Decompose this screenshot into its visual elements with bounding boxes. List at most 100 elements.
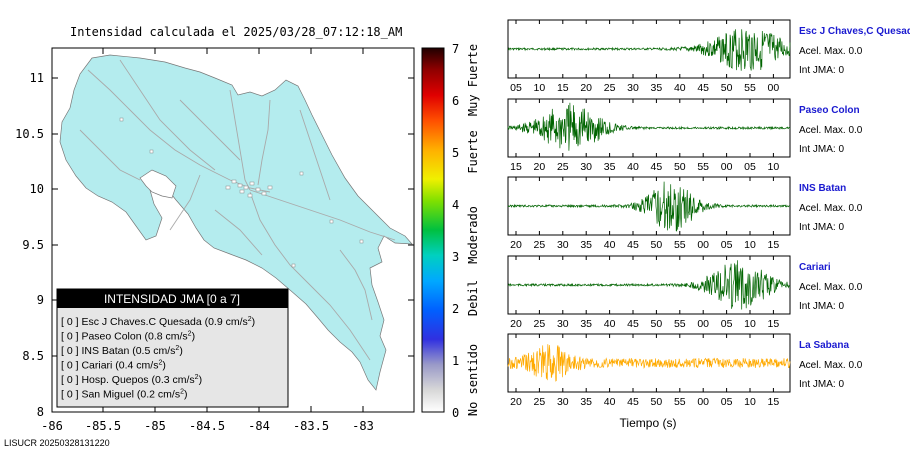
trace-tick-label: 45	[697, 82, 709, 94]
trace-tick-label: 40	[604, 396, 616, 408]
lat-tick: 10	[30, 182, 44, 196]
trace-tick-label: 15	[510, 161, 522, 173]
trace-tick-label: 55	[744, 82, 756, 94]
footer-code: LISUCR 20250328131220	[4, 438, 110, 448]
trace-tick-label: 45	[627, 396, 639, 408]
station-accel: (0.8 cm/s	[144, 331, 187, 343]
map-title: Intensidad calculada el 2025/03/28_07:12…	[70, 25, 402, 39]
trace-tick-label: 40	[627, 161, 639, 173]
trace-tick-label: 15	[768, 318, 780, 330]
trace-station-name: Esc J Chaves,C Quesada	[799, 26, 910, 37]
station-name: San Miguel	[81, 389, 136, 401]
trace-waveform	[507, 29, 791, 71]
colorbar: 7 6 5 4 3 2 1 0 Muy Fuerte Fuerte Modera…	[421, 42, 480, 420]
trace-accel: Acel. Max. 0.0	[799, 125, 863, 136]
trace-tick-label: 30	[557, 239, 569, 251]
trace-panel: 20 25 30 35 40 45 50 55 00 05 10 15 INS Batan Acel. M…	[507, 176, 863, 251]
station-accel: (0.2 cm/s	[137, 389, 180, 401]
trace-tick-label: 50	[674, 161, 686, 173]
station-accel-exp: 2	[158, 360, 162, 367]
lat-tick: 10.5	[15, 127, 44, 141]
trace-station-name: Cariari	[799, 262, 831, 273]
roads	[79, 59, 396, 361]
trace-tick-label: 00	[697, 239, 709, 251]
trace-tick-label: 15	[768, 239, 780, 251]
station-name: Paseo Colon	[81, 331, 144, 343]
trace-tick-label: 10	[768, 161, 780, 173]
lon-tick: -85.5	[85, 419, 121, 433]
trace-tick-label: 55	[674, 318, 686, 330]
land-costa-rica	[59, 54, 413, 391]
legend-header-bg	[57, 289, 288, 308]
lon-tick: -83.5	[293, 419, 329, 433]
trace-tick-label: 05	[510, 82, 522, 94]
legend-rows: [ 0 ] Esc J Chaves.C Quesada (0.9 cm/s2)…	[61, 316, 255, 401]
trace-accel: Acel. Max. 0.0	[799, 360, 863, 371]
band-label: Debil	[466, 280, 480, 316]
trace-tick-label: 10	[744, 396, 756, 408]
lat-tick: 8.5	[22, 349, 44, 363]
trace-tick-label: 45	[651, 161, 663, 173]
trace-tick-label: 15	[557, 82, 569, 94]
trace-tick-label: 35	[651, 82, 663, 94]
station-accel: (0.4 cm/s	[115, 360, 158, 372]
trace-tick-label: 35	[580, 318, 592, 330]
trace-tick-label: 50	[651, 239, 663, 251]
trace-tick-label: 15	[768, 396, 780, 408]
station-name: INS Batan	[81, 345, 132, 357]
trace-int: Int JMA: 0	[799, 222, 844, 233]
trace-panel: 20 25 30 35 40 45 50 55 00 05 10 15 La Sabana Acel. M…	[507, 333, 863, 408]
station-accel: (0.3 cm/s	[151, 374, 194, 386]
trace-station-name: Paseo Colon	[799, 105, 860, 116]
trace-tick-label: 55	[697, 161, 709, 173]
legend-station: [ 0 ] Paseo Colon (0.8 cm/s2)	[61, 331, 195, 343]
trace-tick-label: 30	[627, 82, 639, 94]
station-accel-exp: 2	[248, 316, 252, 323]
trace-accel: Acel. Max. 0.0	[799, 282, 863, 293]
trace-waveform	[507, 260, 791, 310]
trace-tick-label: 35	[580, 239, 592, 251]
station-intensity: [ 0 ]	[61, 316, 81, 328]
trace-int: Int JMA: 0	[799, 65, 844, 76]
trace-tick-label: 30	[557, 396, 569, 408]
colorbar-tick: 7	[452, 42, 459, 56]
trace-tick-label: 00	[697, 396, 709, 408]
trace-tick-label: 25	[604, 82, 616, 94]
lon-tick: -85	[144, 419, 166, 433]
trace-tick-label: 50	[651, 318, 663, 330]
legend-station: [ 0 ] Cariari (0.4 cm/s2)	[61, 360, 166, 372]
station-accel-exp: 2	[188, 331, 192, 338]
trace-tick-label: 20	[510, 239, 522, 251]
colorbar-tick: 4	[452, 198, 459, 212]
legend-box	[56, 288, 289, 408]
trace-tick-label: 40	[604, 318, 616, 330]
trace-tick-label: 30	[557, 318, 569, 330]
lat-axis: 11 10.5 10 9.5 9 8.5 8	[15, 71, 414, 419]
trace-tick-label: 20	[510, 396, 522, 408]
colorbar-tick: 0	[452, 406, 459, 420]
trace-tick-label: 55	[674, 396, 686, 408]
trace-int: Int JMA: 0	[799, 301, 844, 312]
trace-station-name: La Sabana	[799, 340, 849, 351]
trace-panel: 05 10 15 20 25 30 35 40 45 50 55 00 Esc J Chaves,C Q…	[507, 19, 910, 94]
lon-tick: -83	[352, 419, 374, 433]
trace-accel: Acel. Max. 0.0	[799, 46, 863, 57]
lon-tick: -84	[248, 419, 270, 433]
trace-tick-label: 45	[627, 239, 639, 251]
trace-tick-label: 50	[721, 82, 733, 94]
station-accel-close: )	[184, 389, 188, 401]
map-panel: 11 10.5 10 9.5 9 8.5 8 -86 -85.5 -85	[15, 47, 415, 433]
station-accel-close: )	[199, 374, 203, 386]
trace-int: Int JMA: 0	[799, 144, 844, 155]
band-label: Moderado	[466, 206, 480, 264]
trace-station-name: INS Batan	[799, 183, 846, 194]
trace-tick-label: 25	[534, 396, 546, 408]
trace-accel: Acel. Max. 0.0	[799, 203, 863, 214]
station-intensity: [ 0 ]	[61, 331, 81, 343]
station-accel-close: )	[252, 316, 256, 328]
station-intensity: [ 0 ]	[61, 360, 81, 372]
station-accel-exp: 2	[180, 389, 184, 396]
legend-header: INTENSIDAD JMA [0 a 7]	[104, 292, 240, 306]
trace-tick-label: 25	[534, 239, 546, 251]
